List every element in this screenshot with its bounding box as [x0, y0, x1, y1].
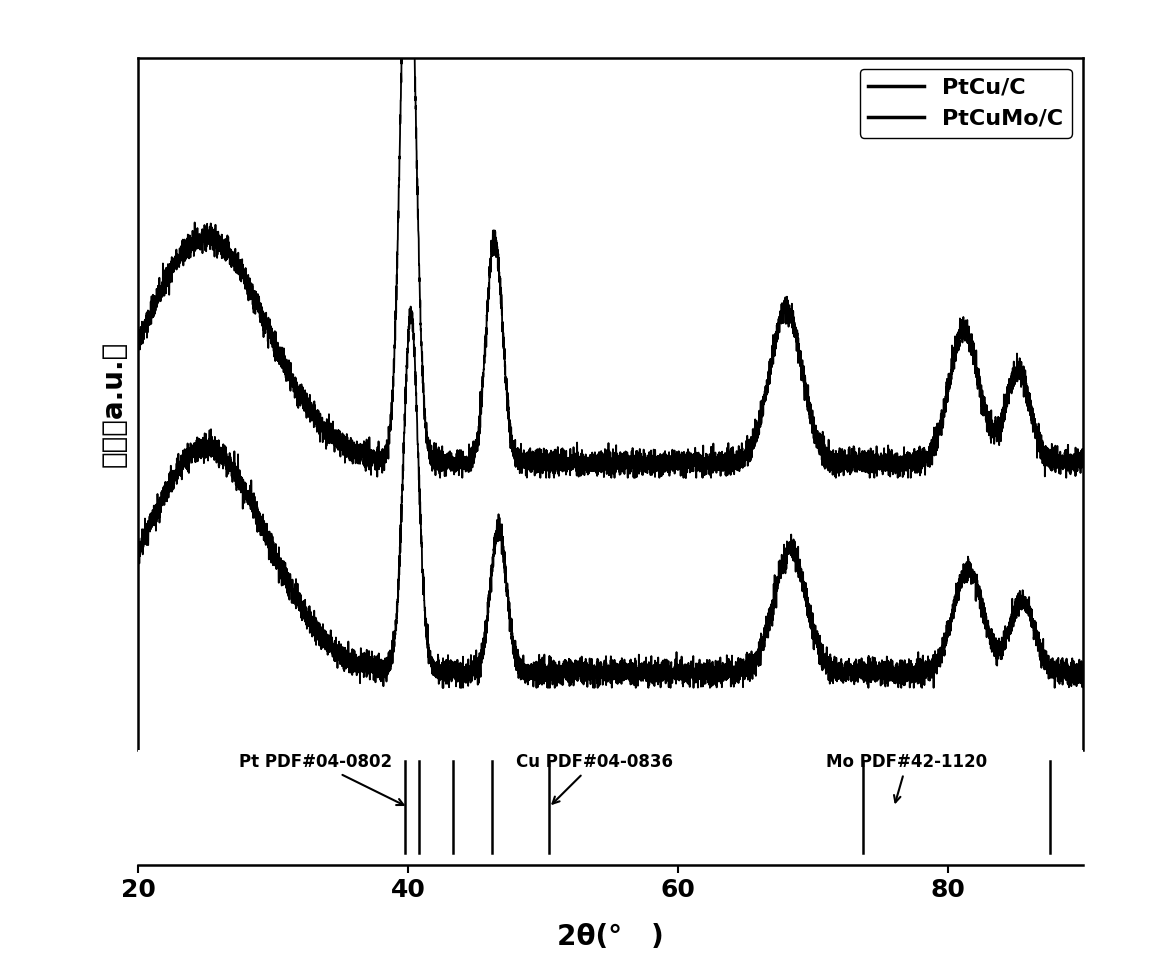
Y-axis label: 强度（a.u.）: 强度（a.u.）: [99, 340, 127, 467]
PtCu/C: [179, 244, 192, 256]
PtCu/C: [690, 451, 704, 462]
PtCu/C: [1076, 444, 1090, 456]
Legend: PtCu/C, PtCuMo/C: PtCu/C, PtCuMo/C: [859, 69, 1071, 137]
PtCuMo/C: [690, 670, 704, 681]
PtCuMo/C: [403, 301, 417, 312]
Text: Mo PDF#42-1120: Mo PDF#42-1120: [826, 752, 987, 802]
PtCu/C: [473, 408, 487, 420]
PtCuMo/C: [179, 453, 192, 464]
Text: 2θ(°   ): 2θ(° ): [558, 924, 664, 951]
PtCuMo/C: [131, 547, 145, 558]
PtCuMo/C: [1076, 670, 1090, 681]
PtCu/C: [732, 449, 745, 460]
Line: PtCuMo/C: PtCuMo/C: [138, 307, 1083, 688]
Text: Pt PDF#04-0802: Pt PDF#04-0802: [240, 752, 403, 805]
PtCuMo/C: [832, 674, 846, 685]
PtCu/C: [433, 472, 447, 483]
PtCu/C: [832, 456, 846, 467]
PtCuMo/C: [473, 660, 487, 672]
PtCuMo/C: [882, 672, 896, 683]
PtCu/C: [131, 333, 145, 344]
PtCu/C: [882, 466, 896, 478]
PtCuMo/C: [732, 669, 745, 680]
PtCuMo/C: [435, 682, 449, 694]
Line: PtCu/C: PtCu/C: [138, 0, 1083, 478]
Text: Cu PDF#04-0836: Cu PDF#04-0836: [516, 752, 673, 803]
